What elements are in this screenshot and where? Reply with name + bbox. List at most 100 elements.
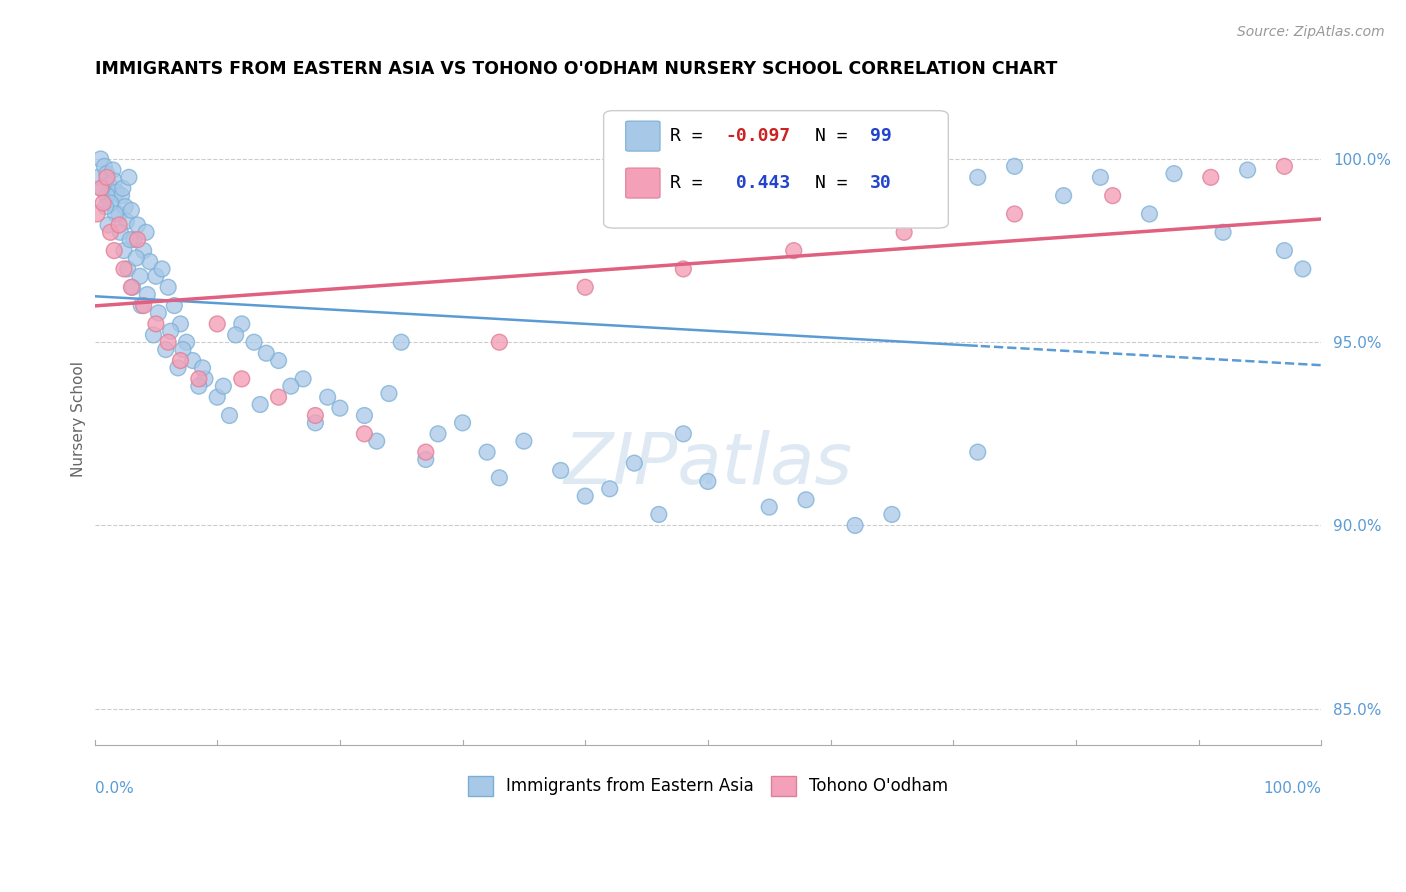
- Point: [1274, 244, 1296, 258]
- Point: [249, 397, 271, 411]
- Point: [96, 188, 118, 202]
- Point: [415, 445, 437, 459]
- FancyBboxPatch shape: [603, 111, 948, 228]
- Point: [844, 518, 866, 533]
- Point: [1139, 207, 1161, 221]
- Point: [225, 327, 247, 342]
- Point: [316, 390, 339, 404]
- Point: [142, 327, 165, 342]
- Point: [103, 244, 125, 258]
- Point: [132, 244, 155, 258]
- Point: [90, 152, 112, 166]
- Point: [513, 434, 536, 449]
- Point: [169, 353, 191, 368]
- Point: [574, 280, 596, 294]
- Point: [120, 280, 142, 294]
- Point: [427, 426, 450, 441]
- Point: [150, 261, 173, 276]
- Point: [212, 379, 235, 393]
- Point: [136, 287, 159, 301]
- Text: R =: R =: [669, 127, 713, 145]
- Point: [100, 196, 122, 211]
- Point: [155, 343, 177, 357]
- Text: R =: R =: [669, 174, 713, 192]
- Point: [148, 306, 170, 320]
- Point: [91, 196, 114, 211]
- Text: N =: N =: [814, 174, 858, 192]
- Text: IMMIGRANTS FROM EASTERN ASIA VS TOHONO O'ODHAM NURSERY SCHOOL CORRELATION CHART: IMMIGRANTS FROM EASTERN ASIA VS TOHONO O…: [94, 60, 1057, 78]
- Point: [292, 372, 315, 386]
- Point: [1090, 170, 1112, 185]
- Point: [672, 426, 695, 441]
- Point: [758, 500, 780, 515]
- Point: [87, 170, 110, 185]
- Point: [1052, 188, 1074, 202]
- Point: [117, 261, 139, 276]
- Point: [157, 335, 180, 350]
- Point: [231, 317, 253, 331]
- Point: [329, 401, 352, 416]
- Point: [101, 163, 124, 178]
- Point: [880, 508, 903, 522]
- Point: [86, 207, 108, 221]
- Point: [104, 207, 127, 221]
- Point: [194, 372, 217, 386]
- Text: Source: ZipAtlas.com: Source: ZipAtlas.com: [1237, 25, 1385, 39]
- Point: [267, 353, 290, 368]
- Point: [353, 409, 375, 423]
- Point: [267, 390, 290, 404]
- Point: [110, 188, 132, 202]
- Point: [966, 445, 988, 459]
- Text: 100.0%: 100.0%: [1263, 781, 1322, 797]
- Point: [304, 409, 326, 423]
- Point: [1163, 167, 1185, 181]
- Point: [90, 181, 112, 195]
- Point: [366, 434, 388, 449]
- Point: [415, 452, 437, 467]
- Text: 0.443: 0.443: [725, 174, 790, 192]
- Text: 30: 30: [870, 174, 891, 192]
- Point: [243, 335, 266, 350]
- Point: [672, 261, 695, 276]
- Point: [157, 280, 180, 294]
- Point: [139, 254, 162, 268]
- Point: [353, 426, 375, 441]
- Point: [1212, 225, 1234, 239]
- Point: [115, 214, 138, 228]
- Point: [187, 372, 209, 386]
- Point: [280, 379, 302, 393]
- Point: [574, 489, 596, 503]
- Point: [1004, 207, 1026, 221]
- Point: [114, 200, 136, 214]
- Point: [105, 185, 128, 199]
- Point: [1199, 170, 1222, 185]
- Point: [187, 379, 209, 393]
- Point: [1101, 188, 1123, 202]
- Point: [145, 269, 167, 284]
- Point: [129, 299, 152, 313]
- Point: [120, 233, 142, 247]
- Point: [127, 218, 149, 232]
- Point: [191, 360, 214, 375]
- Point: [118, 170, 141, 185]
- Point: [132, 299, 155, 313]
- Point: [108, 218, 131, 232]
- Point: [145, 317, 167, 331]
- Point: [918, 170, 941, 185]
- Point: [98, 178, 121, 192]
- Point: [254, 346, 277, 360]
- FancyBboxPatch shape: [626, 168, 659, 198]
- Point: [451, 416, 474, 430]
- Point: [475, 445, 498, 459]
- Text: -0.097: -0.097: [725, 127, 790, 145]
- Point: [231, 372, 253, 386]
- Point: [488, 471, 510, 485]
- Point: [488, 335, 510, 350]
- Point: [893, 225, 915, 239]
- Point: [96, 167, 118, 181]
- Point: [125, 251, 148, 265]
- Point: [181, 353, 204, 368]
- Point: [159, 324, 181, 338]
- Point: [599, 482, 621, 496]
- Point: [135, 225, 157, 239]
